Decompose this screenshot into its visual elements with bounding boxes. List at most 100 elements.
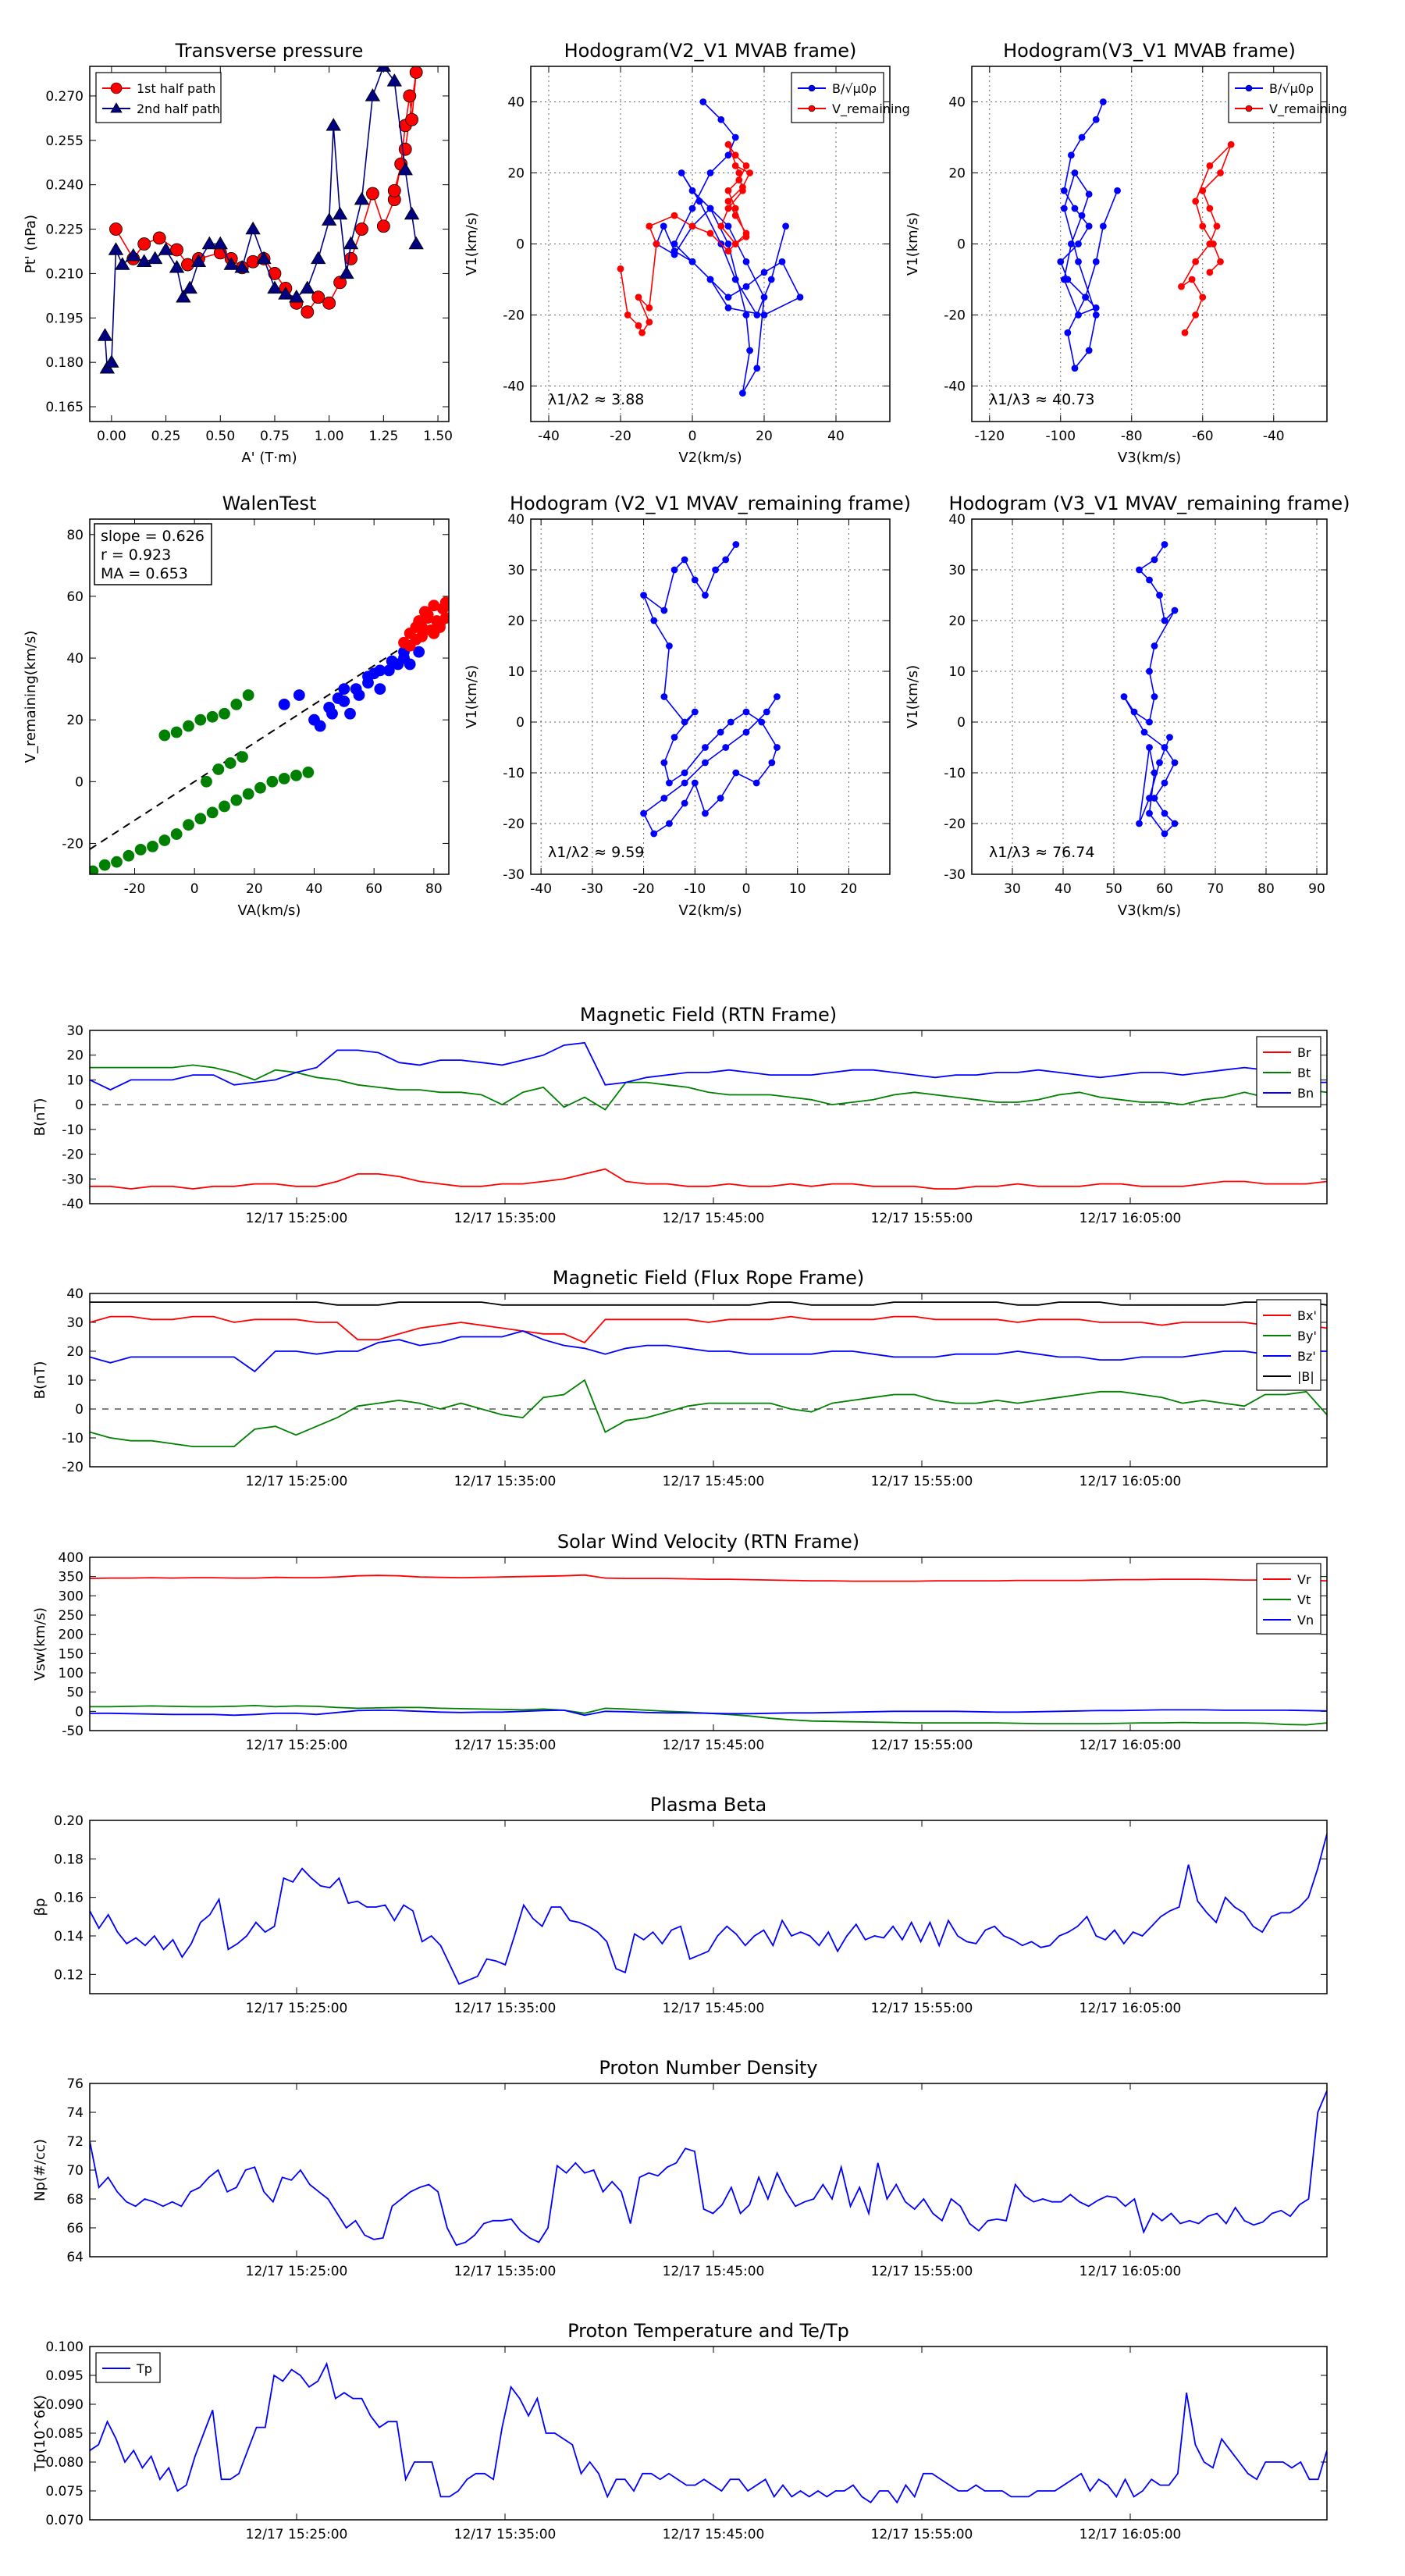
- data-point: [403, 89, 417, 103]
- data-point: [731, 212, 739, 219]
- legend-label: B/√μ0ρ: [1269, 81, 1314, 96]
- data-point: [237, 751, 248, 763]
- data-point: [724, 304, 732, 311]
- data-point: [1085, 347, 1093, 354]
- y-tick-label: 20: [507, 166, 525, 182]
- x-tick-label: -100: [1045, 429, 1076, 444]
- x-axis-label: VA(km/s): [238, 902, 301, 919]
- chart-tp: Proton Temperature and Te/Tp 12/17 15:25:…: [32, 2320, 1328, 2542]
- data-point: [1136, 820, 1143, 827]
- data-point: [1192, 311, 1200, 318]
- chart-title: Solar Wind Velocity (RTN Frame): [557, 1531, 859, 1553]
- data-point: [1188, 276, 1196, 283]
- x-tick-label: -40: [1263, 429, 1285, 444]
- legend-label: Vr: [1297, 1572, 1311, 1587]
- series-Bx': [90, 1315, 1327, 1343]
- x-tick-label: 12/17 15:35:00: [454, 2527, 557, 2542]
- data-point: [428, 627, 440, 639]
- series-V_remaining: [617, 141, 753, 336]
- data-point: [355, 222, 368, 236]
- legend-label: Br: [1297, 1045, 1311, 1060]
- series-line: [90, 1379, 1327, 1447]
- data-point: [115, 257, 130, 270]
- legend-label: |B|: [1297, 1369, 1314, 1384]
- data-point: [290, 769, 302, 781]
- data-point: [1206, 205, 1214, 212]
- legend-label: 1st half path: [137, 81, 215, 96]
- data-point: [796, 294, 804, 301]
- y-tick-label: -40: [944, 379, 966, 395]
- x-tick-label: 1.25: [368, 429, 398, 444]
- x-tick-label: 12/17 16:05:00: [1080, 2001, 1182, 2016]
- series-line: [1123, 544, 1176, 835]
- y-tick-label: 0.20: [54, 1813, 84, 1829]
- data-point: [1099, 222, 1107, 230]
- x-tick-label: 12/17 15:45:00: [663, 2001, 765, 2016]
- data-point: [699, 98, 707, 105]
- y-tick-label: 20: [948, 614, 966, 629]
- data-point: [344, 252, 357, 265]
- y-tick-label: 40: [66, 1286, 84, 1302]
- y-tick-label: 70: [66, 2163, 84, 2179]
- data-point: [1099, 98, 1107, 105]
- data-point: [1071, 365, 1079, 372]
- x-tick-label: -10: [684, 881, 706, 897]
- data-point: [1199, 294, 1207, 301]
- y-axis-label: Np(#/cc): [32, 2139, 48, 2201]
- data-point: [170, 828, 183, 840]
- series-Np: [90, 2090, 1327, 2247]
- data-point: [640, 809, 647, 817]
- y-tick-label: -30: [503, 867, 525, 883]
- data-point: [126, 247, 141, 262]
- y-tick-label: -10: [62, 1431, 84, 1446]
- chart-title: Magnetic Field (Flux Rope Frame): [553, 1267, 864, 1289]
- data-point: [190, 254, 207, 267]
- legend-box: [1228, 72, 1321, 123]
- x-tick-label: 0: [688, 429, 697, 444]
- legend-label: Tp: [136, 2361, 152, 2376]
- y-tick-label: 40: [507, 512, 525, 528]
- data-point: [735, 176, 743, 184]
- data-point: [1092, 116, 1100, 123]
- x-tick-label: -120: [974, 429, 1005, 444]
- x-tick-label: 1.50: [423, 429, 453, 444]
- y-axis-label: V1(km/s): [905, 665, 921, 728]
- data-point: [742, 162, 750, 169]
- data-point: [724, 247, 732, 255]
- data-point: [717, 728, 724, 736]
- data-point: [782, 222, 789, 230]
- y-tick-label: 30: [948, 563, 966, 578]
- series-Bz': [90, 1330, 1327, 1373]
- data-point: [194, 813, 207, 825]
- plot-frame: [530, 518, 891, 875]
- data-point: [1136, 566, 1143, 574]
- y-tick-label: 0.100: [45, 2339, 84, 2355]
- y-tick-label: 30: [66, 1315, 84, 1331]
- chart-title: Hodogram (V2_V1 MVAV_remaining frame): [510, 493, 911, 514]
- data-point: [732, 769, 740, 777]
- data-point: [1064, 329, 1072, 336]
- data-point: [170, 243, 183, 257]
- chart-vsw: Solar Wind Velocity (RTN Frame) 12/17 15:…: [32, 1531, 1328, 1753]
- data-point: [742, 728, 750, 736]
- data-point: [1171, 607, 1179, 614]
- x-axis-label: V2(km/s): [678, 450, 742, 466]
- data-point: [194, 713, 207, 726]
- series-line: [90, 1041, 1327, 1091]
- data-point: [1199, 187, 1207, 194]
- data-point: [1078, 212, 1086, 219]
- data-point: [640, 592, 647, 599]
- plot-frame: [89, 1557, 1328, 1731]
- data-point: [722, 556, 730, 564]
- data-point: [201, 236, 218, 250]
- data-point: [666, 779, 673, 787]
- plot-frame: [971, 518, 1328, 875]
- y-tick-label: 0.085: [45, 2426, 84, 2442]
- data-point: [1057, 258, 1065, 265]
- data-point: [111, 856, 123, 868]
- data-point: [354, 191, 370, 205]
- y-tick-label: 20: [66, 1048, 84, 1064]
- y-tick-label: 10: [66, 1373, 84, 1389]
- y-axis-label: βp: [32, 1898, 48, 1916]
- data-point: [753, 311, 761, 318]
